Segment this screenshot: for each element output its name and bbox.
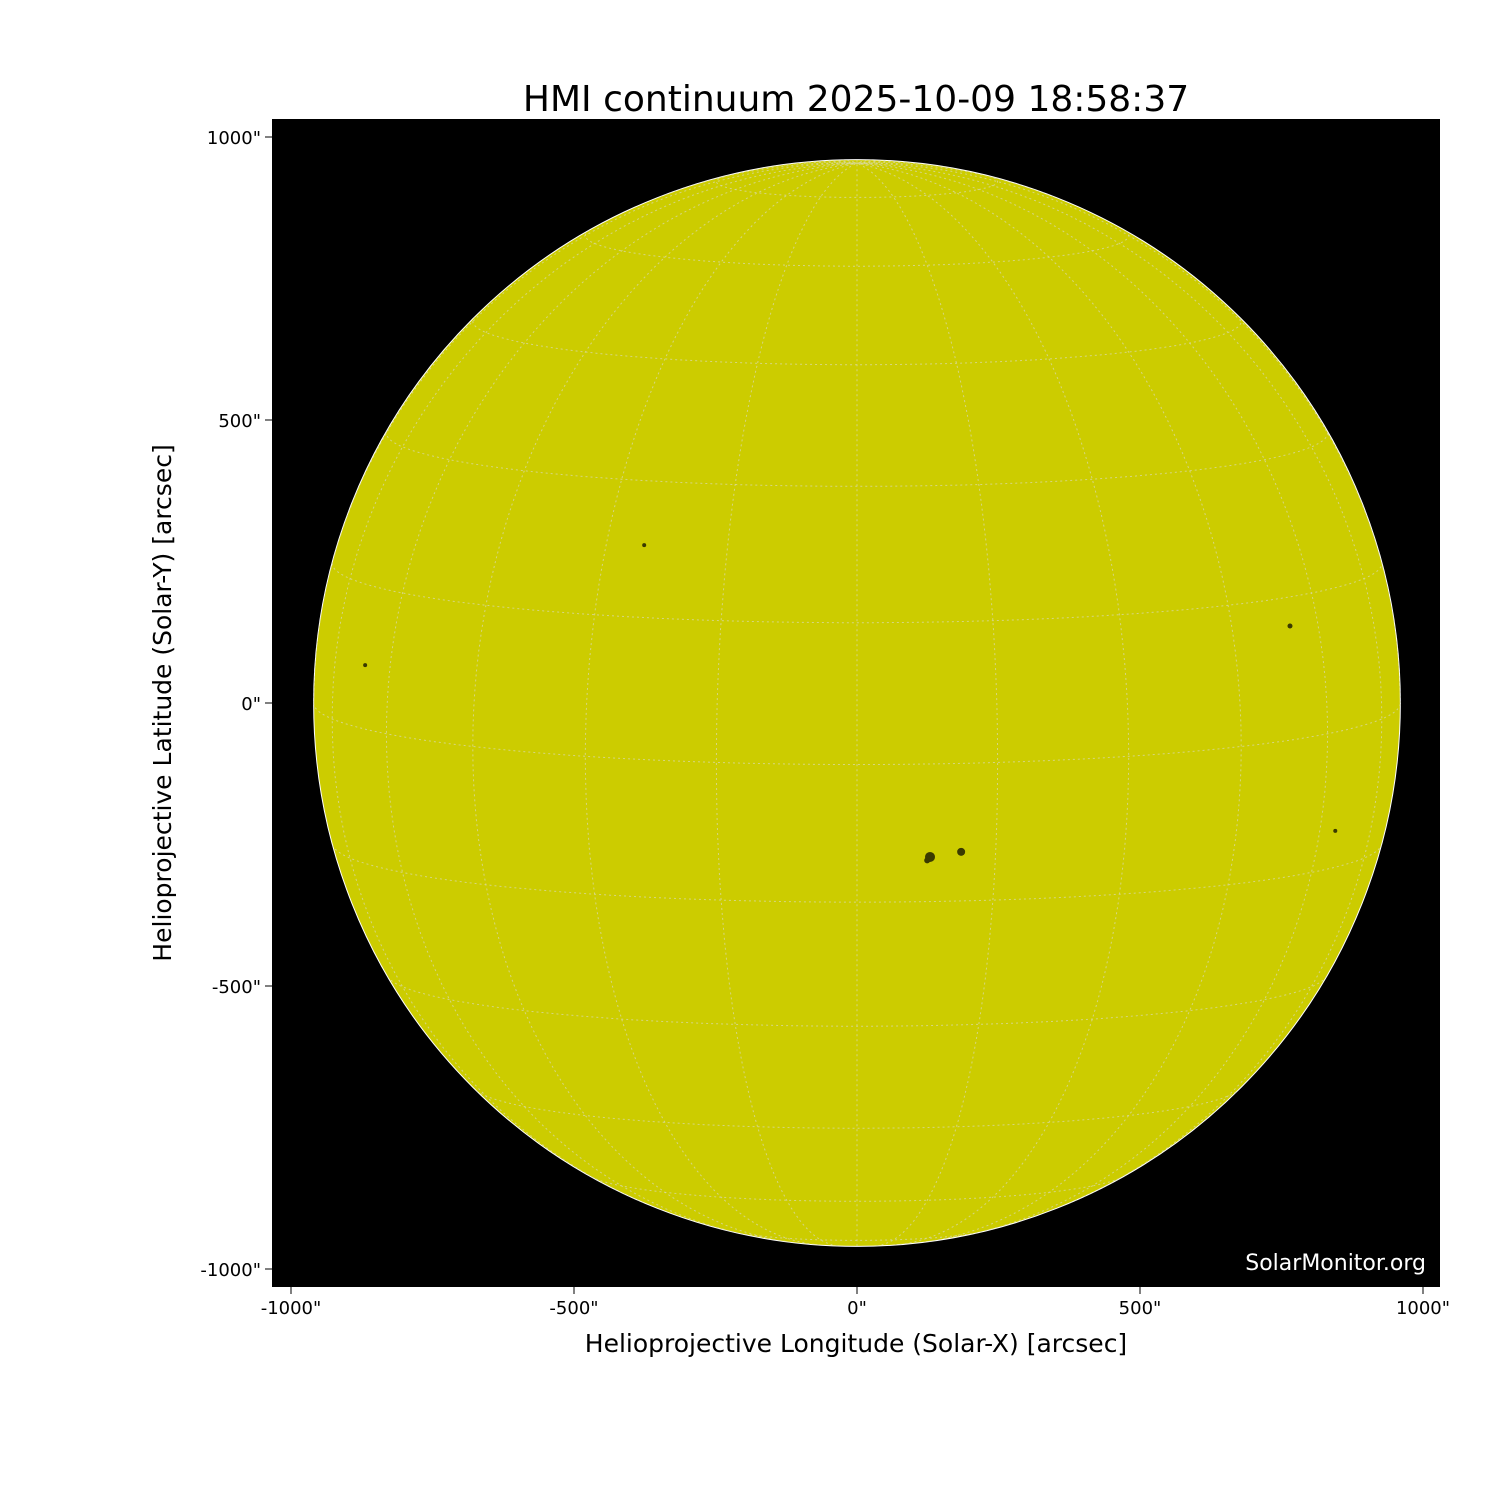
x-tick-label: 1000" xyxy=(1396,1298,1450,1319)
longitude-gridline xyxy=(856,162,1401,704)
longitude-gridline xyxy=(856,162,1329,1235)
y-axis-label: Helioprojective Latitude (Solar-Y) [arcs… xyxy=(148,444,177,961)
longitude-gridline xyxy=(856,162,1130,1246)
x-tick-label: -500" xyxy=(549,1298,598,1319)
x-tick-label: -1000" xyxy=(261,1298,322,1319)
solar-disk xyxy=(313,159,1401,1247)
y-axis-ticks: 1000" 500" 0" -500" -1000" xyxy=(200,128,272,1281)
sunspot xyxy=(1333,828,1338,833)
chart-title: HMI continuum 2025-10-09 18:58:37 xyxy=(523,79,1189,120)
sunspot xyxy=(924,857,931,864)
longitude-gridline xyxy=(660,162,858,197)
sunspot xyxy=(363,663,368,668)
longitude-gridline xyxy=(803,160,858,164)
longitude-gridline xyxy=(584,162,858,1246)
latitude-gridline xyxy=(476,1090,1238,1129)
y-tick-label: -500" xyxy=(212,977,261,998)
longitude-gridline xyxy=(856,162,1054,197)
longitude-gridline xyxy=(856,162,1242,1243)
longitude-gridline xyxy=(856,160,911,164)
y-tick-label: 500" xyxy=(218,411,261,432)
longitude-gridline xyxy=(313,162,858,704)
sunspots xyxy=(363,543,1338,864)
longitude-gridline xyxy=(715,162,858,1247)
y-tick-label: -1000" xyxy=(200,1260,261,1281)
y-tick-label: 0" xyxy=(241,694,261,715)
longitude-gridline xyxy=(856,161,955,169)
longitude-gridline xyxy=(472,162,858,1243)
longitude-gridline xyxy=(759,161,858,169)
x-axis-label: Helioprojective Longitude (Solar-X) [arc… xyxy=(585,1329,1127,1358)
y-tick-label: 1000" xyxy=(207,128,261,149)
sunspot xyxy=(1287,623,1293,629)
x-tick-label: 0" xyxy=(847,1298,867,1319)
x-tick-label: 500" xyxy=(1119,1298,1162,1319)
sunspot xyxy=(957,847,966,856)
latitude-gridline xyxy=(385,431,1329,487)
watermark: SolarMonitor.org xyxy=(1245,1251,1426,1276)
x-axis-ticks: -1000" -500" 0" 500" 1000" xyxy=(261,1287,1450,1319)
longitude-gridline xyxy=(385,162,858,1235)
heliographic-grid xyxy=(313,159,1401,1247)
sunspot xyxy=(642,543,647,548)
latitude-gridline xyxy=(313,702,1401,765)
longitude-gridline xyxy=(856,162,999,1247)
